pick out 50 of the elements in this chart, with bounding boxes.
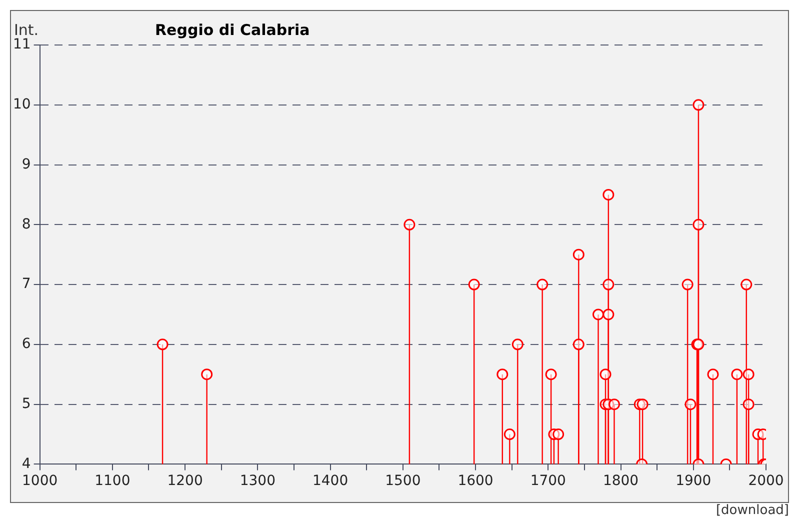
point [572,248,584,260]
point [512,338,524,350]
y-tick-label: 8 [22,216,31,232]
point [552,428,564,440]
point [201,368,213,380]
point [545,368,557,380]
point [682,278,694,290]
point [600,368,612,380]
point [742,398,754,410]
point [536,278,548,290]
point [742,368,754,380]
point [496,368,508,380]
point [692,99,704,111]
x-tick-label: 1500 [385,473,421,490]
x-tick-label: 1900 [676,473,712,490]
point [602,188,614,200]
x-tick-label: 1400 [312,473,348,490]
x-tick-label: 1300 [240,473,276,490]
x-tick-label: 2000 [748,473,784,490]
point [608,398,620,410]
point [731,368,743,380]
point [636,398,648,410]
point [707,368,719,380]
x-tick-label: 1800 [602,473,639,490]
y-tick-label: 9 [22,156,31,172]
y-tick-label: 10 [12,96,31,113]
y-tick-label: 7 [22,276,31,292]
y-axis-title: Int. [14,21,39,39]
text: [download] [716,503,789,519]
x-tick-label: 1000 [22,473,58,490]
x-tick-label: 1200 [167,473,203,490]
point [156,338,168,350]
y-tick-label: 11 [12,36,31,53]
y-tick-label: 4 [22,456,31,472]
chart-title: Reggio di Calabria [155,21,310,39]
point [572,338,584,350]
y-tick-label: 5 [22,396,31,412]
x-tick-label: 1100 [94,473,130,490]
point [684,398,696,410]
point [602,278,614,290]
point [404,218,416,230]
point [740,278,752,290]
y-tick-label: 6 [22,336,31,352]
x-tick-label: 1600 [458,473,494,490]
point [592,308,604,320]
point [692,218,704,230]
point [602,308,614,320]
point [468,278,480,290]
point [504,428,516,440]
x-tick-label: 1700 [530,473,566,490]
